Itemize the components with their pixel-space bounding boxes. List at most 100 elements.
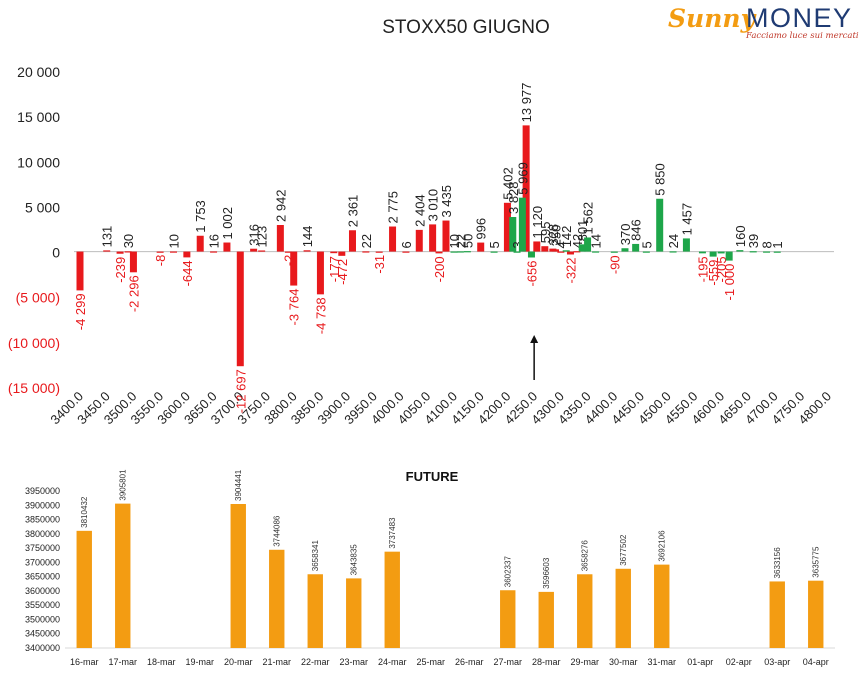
data-label: -656: [524, 260, 539, 286]
data-label: 250: [549, 225, 564, 247]
future-y-tick-label: 3850000: [25, 515, 60, 525]
future-y-tick-label: 3550000: [25, 600, 60, 610]
future-bar: [307, 574, 323, 648]
future-bar: [769, 581, 785, 648]
data-label: 50: [460, 234, 475, 248]
future-bar: [269, 549, 285, 648]
bar-strike-4210: [509, 217, 517, 252]
y-tick-label: (5 000): [16, 290, 60, 306]
bar-strike-4112: [456, 251, 464, 253]
bar-strike-4365: [592, 251, 600, 253]
data-label: 39: [746, 234, 761, 248]
data-label: -322: [563, 257, 578, 283]
data-label: 4: [554, 241, 569, 248]
data-label: -205: [714, 256, 729, 282]
data-label: 1 120: [530, 206, 545, 239]
data-label: 328: [546, 224, 561, 246]
bar-strike-4085: [442, 220, 450, 252]
data-label: 2 942: [273, 189, 288, 222]
data-label: 22: [453, 234, 468, 248]
bar-strike-3790: [284, 251, 292, 253]
chart-title: STOXX50 GIUGNO: [382, 17, 550, 38]
bar-strike-4072: [435, 251, 443, 254]
bar-strike-4685: [763, 251, 771, 253]
future-data-label: 3904441: [234, 469, 243, 501]
bar-strike-3725: [250, 248, 258, 252]
bar-strike-3775: [276, 225, 284, 252]
bar-strike-3500: [129, 251, 137, 273]
bar-strike-4440: [632, 243, 640, 252]
future-data-label: 3658341: [311, 540, 320, 572]
bar-strike-4228: [518, 197, 526, 252]
data-label: 1 562: [581, 202, 596, 235]
data-label: -239: [113, 257, 128, 283]
future-x-tick-label: 26-mar: [455, 657, 484, 667]
data-label: -12 697: [233, 369, 248, 413]
future-bar: [615, 568, 631, 648]
data-label: 8: [760, 241, 775, 248]
bar-strike-4100: [450, 251, 458, 253]
bar-strike-3890: [338, 251, 346, 256]
future-bar: [76, 530, 92, 648]
future-x-tick-label: 31-mar: [647, 657, 676, 667]
future-x-tick-label: 23-mar: [339, 657, 368, 667]
future-x-tick-label: 20-mar: [224, 657, 253, 667]
bar-strike-4010: [402, 251, 410, 253]
future-y-tick-label: 3650000: [25, 572, 60, 582]
future-bar: [115, 503, 131, 648]
logo-money-text: MONEY: [746, 3, 853, 33]
data-label: 10: [447, 234, 462, 248]
bar-strike-4318: [566, 251, 574, 255]
data-label: -1 000: [722, 264, 737, 301]
bar-strike-4200: [503, 202, 511, 252]
data-label: 370: [618, 224, 633, 246]
future-data-label: 3633156: [773, 547, 782, 579]
bar-strike-4255: [533, 241, 541, 252]
bar-strike-4300: [557, 251, 565, 253]
bar-strike-4125: [463, 251, 471, 253]
future-bar: [384, 551, 400, 648]
data-label: -90: [607, 255, 622, 274]
future-bar: [577, 574, 593, 648]
future-title: FUTURE: [406, 469, 459, 484]
bar-strike-3825: [303, 250, 311, 252]
data-label: -200: [432, 256, 447, 282]
data-label: 6: [399, 241, 414, 248]
bar-strike-3800: [290, 251, 298, 286]
arrow-head: [530, 335, 539, 343]
data-label: -4 299: [73, 293, 88, 330]
data-label: -31: [372, 255, 387, 274]
bar-strike-3875: [330, 251, 338, 254]
data-label: 316: [247, 224, 262, 246]
future-x-tick-label: 03-apr: [764, 657, 790, 667]
y-tick-label: 15 000: [17, 109, 60, 125]
future-y-tick-label: 3500000: [25, 614, 60, 624]
bar-strike-3600: [183, 251, 191, 258]
future-x-tick-label: 19-mar: [185, 657, 214, 667]
bar-strike-4350: [584, 237, 592, 252]
data-label: 16: [207, 234, 222, 248]
data-label: 14: [589, 234, 604, 248]
future-y-tick-label: 3750000: [25, 543, 60, 553]
bar-strike-4340: [578, 244, 586, 252]
data-label: 801: [575, 220, 590, 242]
data-label: -472: [335, 259, 350, 285]
data-label: -644: [180, 260, 195, 286]
future-x-tick-label: 29-mar: [570, 657, 599, 667]
bar-strike-3985: [389, 226, 397, 252]
data-label: 22: [359, 234, 374, 248]
data-label: 846: [629, 219, 644, 241]
data-label: 3: [510, 241, 525, 248]
data-label: -2: [281, 255, 296, 267]
future-data-label: 3602337: [504, 556, 513, 588]
bar-strike-4150: [477, 242, 485, 252]
data-label: 1 753: [193, 200, 208, 233]
future-bar: [654, 564, 670, 648]
bar-strike-4705: [773, 251, 781, 253]
bar-strike-4565: [698, 251, 706, 254]
future-x-tick-label: 28-mar: [532, 657, 561, 667]
y-tick-label: 5 000: [25, 199, 60, 215]
data-label: 10: [167, 234, 182, 248]
bar-strike-3400: [76, 251, 84, 291]
